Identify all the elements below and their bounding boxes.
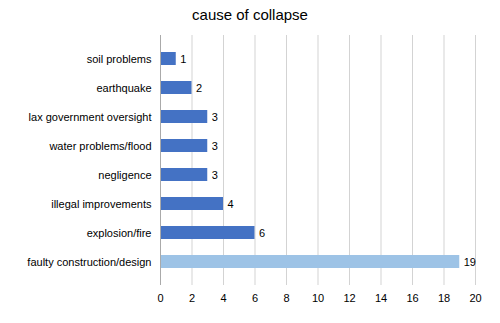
svg-text:earthquake: earthquake bbox=[96, 82, 151, 94]
svg-text:explosion/fire: explosion/fire bbox=[87, 227, 152, 239]
svg-text:soil problems: soil problems bbox=[87, 53, 152, 65]
svg-text:16: 16 bbox=[406, 292, 418, 304]
svg-text:10: 10 bbox=[312, 292, 324, 304]
svg-text:illegal improvements: illegal improvements bbox=[51, 198, 152, 210]
svg-text:faulty construction/design: faulty construction/design bbox=[27, 256, 151, 268]
svg-text:3: 3 bbox=[212, 140, 218, 152]
svg-text:6: 6 bbox=[259, 227, 265, 239]
html-text:cause of collapse: cause of collapse bbox=[192, 6, 308, 23]
svg-text:negligence: negligence bbox=[98, 169, 151, 181]
svg-text:6: 6 bbox=[252, 292, 258, 304]
svg-text:20: 20 bbox=[469, 292, 481, 304]
svg-text:14: 14 bbox=[375, 292, 387, 304]
svg-text:19: 19 bbox=[464, 256, 476, 268]
svg-text:12: 12 bbox=[343, 292, 355, 304]
svg-text:water problems/flood: water problems/flood bbox=[48, 140, 151, 152]
svg-text:18: 18 bbox=[438, 292, 450, 304]
svg-text:3: 3 bbox=[212, 169, 218, 181]
svg-text:1: 1 bbox=[180, 53, 186, 65]
svg-text:2: 2 bbox=[189, 292, 195, 304]
svg-text:4: 4 bbox=[228, 198, 234, 210]
svg-text:lax government oversight: lax government oversight bbox=[29, 111, 152, 123]
svg-text:0: 0 bbox=[157, 292, 163, 304]
svg-text:2: 2 bbox=[196, 82, 202, 94]
svg-text:4: 4 bbox=[220, 292, 226, 304]
svg-text:8: 8 bbox=[283, 292, 289, 304]
svg-text:3: 3 bbox=[212, 111, 218, 123]
